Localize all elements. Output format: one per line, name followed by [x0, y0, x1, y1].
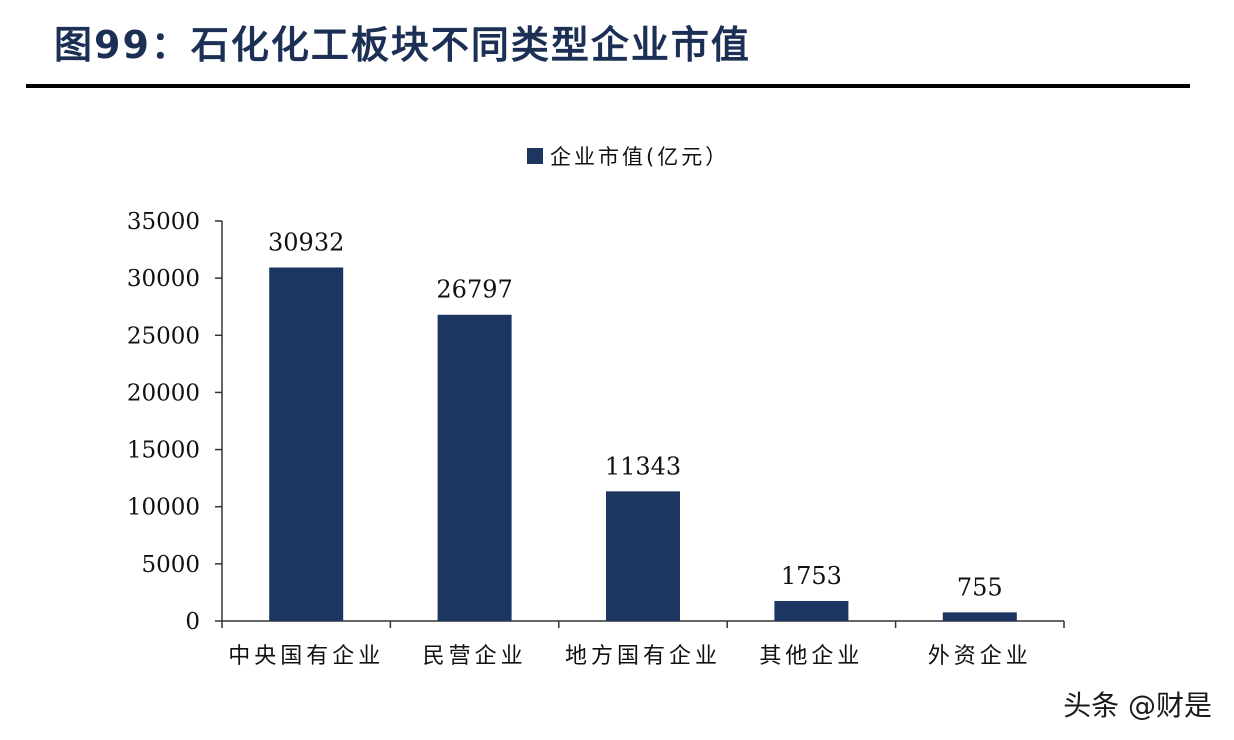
- bar: [437, 314, 512, 621]
- y-axis: 0 5000 10000 15000 20000 25000 30000 35000: [127, 209, 223, 635]
- data-label: 755: [957, 573, 1003, 601]
- data-label: 11343: [605, 452, 681, 480]
- bar: [774, 600, 849, 621]
- legend-label: 企业市值(亿元）: [550, 145, 729, 169]
- watermark: 头条 @财是: [1063, 689, 1212, 722]
- bar: [942, 612, 1017, 621]
- legend: 企业市值(亿元）: [527, 145, 729, 169]
- x-category-label: 民营企业: [423, 644, 527, 669]
- title-rule: [26, 84, 1190, 88]
- y-tick-label: 5000: [141, 552, 200, 578]
- bars: [269, 267, 1017, 621]
- figure-title: 图99：石化化工板块不同类型企业市值: [54, 23, 751, 67]
- data-labels: 30932 26797 11343 1753 755: [268, 228, 1003, 601]
- data-label: 1753: [781, 562, 842, 590]
- data-label: 26797: [436, 276, 512, 304]
- y-tick-label: 25000: [127, 323, 200, 349]
- y-tick-label: 0: [185, 609, 200, 635]
- x-category-label: 中央国有企业: [228, 644, 384, 669]
- y-tick-label: 10000: [127, 495, 200, 521]
- y-tick-label: 20000: [127, 380, 200, 406]
- x-category-label: 其他企业: [759, 644, 863, 669]
- y-tick-label: 35000: [127, 209, 200, 235]
- data-label: 30932: [268, 228, 344, 256]
- legend-swatch: [527, 148, 543, 164]
- x-category-label: 外资企业: [928, 644, 1032, 669]
- x-category-label: 地方国有企业: [565, 644, 721, 669]
- bar: [606, 491, 680, 621]
- y-tick-label: 15000: [127, 438, 200, 464]
- y-tick-label: 30000: [127, 266, 200, 292]
- bar: [269, 267, 344, 621]
- x-axis: 中央国有企业 民营企业 地方国有企业 其他企业 外资企业: [221, 620, 1065, 669]
